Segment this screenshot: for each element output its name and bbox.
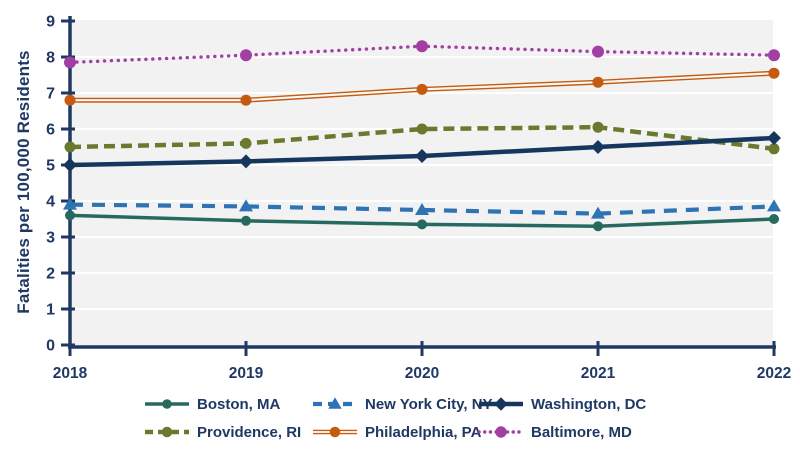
svg-text:3: 3: [46, 230, 55, 247]
svg-text:2022: 2022: [757, 365, 791, 382]
svg-text:2018: 2018: [53, 365, 88, 382]
svg-text:8: 8: [46, 50, 55, 67]
svg-text:2: 2: [46, 266, 55, 283]
philadelphia-line-marker-icon: [312, 424, 358, 440]
legend-label-philadelphia: Philadelphia, PA: [365, 423, 482, 441]
svg-text:0: 0: [46, 338, 55, 355]
legend-label-baltimore: Baltimore, MD: [531, 423, 632, 441]
legend-label-washington-dc: Washington, DC: [531, 395, 647, 413]
legend-label-providence: Providence, RI: [197, 423, 302, 441]
svg-text:2020: 2020: [405, 365, 439, 382]
svg-text:5: 5: [46, 158, 55, 175]
legend-item-washington-dc: Washington, DC: [478, 395, 646, 413]
legend-label-new-york-city: New York City, NY: [365, 395, 493, 413]
svg-text:9: 9: [46, 14, 55, 31]
providence-line-marker-icon: [144, 424, 190, 440]
legend-label-boston: Boston, MA: [197, 395, 281, 413]
svg-text:6: 6: [46, 122, 55, 139]
svg-text:2019: 2019: [229, 365, 264, 382]
line-chart: 0 1 2 3 4 5 6 7 8 9 2018 2019 2020 2021 2022: [46, 14, 791, 383]
legend-item-baltimore: Baltimore, MD: [478, 423, 646, 441]
svg-text:2021: 2021: [581, 365, 616, 382]
legend-item-philadelphia: Philadelphia, PA: [312, 423, 482, 441]
new-york-city-line-marker-icon: [312, 396, 358, 412]
boston-line-marker-icon: [144, 396, 190, 412]
y-axis-title: Fatalities per 100,000 Residents: [14, 50, 33, 314]
legend-item-providence: Providence, RI: [144, 423, 312, 441]
svg-text:7: 7: [46, 86, 55, 103]
baltimore-line-marker-icon: [478, 424, 524, 440]
svg-text:1: 1: [46, 302, 55, 319]
chart-legend: Boston, MA New York City, NY Washington,…: [144, 395, 646, 441]
washington-dc-line-marker-icon: [478, 396, 524, 412]
legend-item-new-york-city: New York City, NY: [312, 395, 493, 413]
svg-text:4: 4: [46, 194, 55, 211]
legend-item-boston: Boston, MA: [144, 395, 312, 413]
